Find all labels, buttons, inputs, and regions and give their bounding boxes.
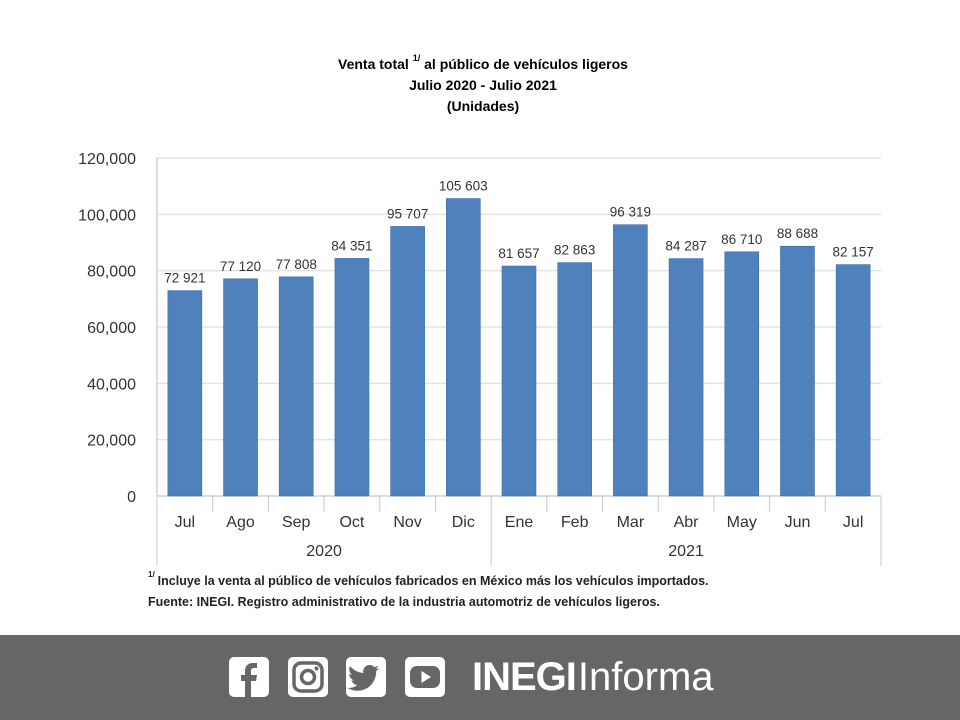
data-label: 77 808 [276, 257, 317, 272]
x-tick-label: Feb [561, 514, 589, 531]
chart-notes: 1/Incluye la venta al público de vehícul… [148, 571, 709, 613]
x-tick-label: Jun [785, 514, 811, 531]
bar-oct-3 [334, 258, 370, 497]
y-tick-label: 120,000 [78, 151, 136, 168]
year-group-label: 2020 [306, 543, 342, 560]
bar-dic-5 [446, 198, 481, 497]
footer-bar [0, 635, 960, 720]
x-tick-label: Abr [674, 514, 700, 531]
twitter-icon[interactable] [346, 657, 386, 697]
chart-title: Venta total 1/ al público de vehículos l… [0, 54, 960, 117]
bar-abr-9 [668, 258, 704, 497]
y-tick-label: 80,000 [87, 264, 136, 281]
data-label: 86 710 [721, 232, 762, 247]
y-tick-label: 60,000 [87, 320, 136, 337]
bar-sep-2 [278, 276, 314, 497]
youtube-icon[interactable] [405, 657, 445, 697]
x-tick-label: Oct [339, 514, 364, 531]
bar-ago-1 [223, 278, 258, 497]
y-tick-label: 0 [127, 489, 136, 506]
bar-chart: 0 20,000 40,000 60,000 80,000 100,000 120,000 7… [78, 151, 882, 566]
bar-ene-6 [501, 265, 537, 497]
data-label: 77 120 [220, 259, 261, 274]
x-tick-label: Ene [505, 514, 534, 531]
x-tick-label: Jul [175, 514, 195, 531]
x-tick-label: Nov [393, 514, 421, 531]
x-tick-label: Jul [843, 514, 863, 531]
data-label: 82 157 [833, 245, 874, 260]
footnote: 1/Incluye la venta al público de vehícul… [148, 570, 709, 589]
x-tick-label: Ago [226, 514, 255, 531]
x-tick-label: Mar [617, 514, 645, 531]
year-group-label: 2021 [668, 543, 704, 560]
facebook-icon[interactable] [229, 657, 269, 697]
bar-jul-12 [835, 264, 871, 497]
y-tick-label: 20,000 [87, 433, 136, 450]
title-line-2: Julio 2020 - Julio 2021 [409, 77, 557, 93]
y-tick-label: 100,000 [78, 207, 136, 224]
x-tick-label: Dic [452, 514, 475, 531]
bar-jun-11 [780, 245, 815, 497]
data-label: 84 351 [331, 238, 372, 253]
x-tick-label: Sep [282, 514, 311, 531]
bar-may-10 [724, 251, 760, 497]
y-tick-label: 40,000 [87, 376, 136, 393]
data-label: 72 921 [164, 271, 205, 286]
data-label: 81 657 [498, 246, 539, 261]
bar-mar-8 [613, 224, 648, 497]
title-line-1: Venta total 1/ al público de vehículos l… [338, 53, 628, 73]
bar-nov-4 [390, 226, 425, 497]
source-note: Fuente: INEGI. Registro administrativo d… [148, 595, 660, 609]
instagram-icon[interactable] [288, 657, 328, 697]
x-tick-label: May [727, 514, 757, 531]
data-label: 82 863 [554, 243, 595, 258]
data-label: 84 287 [665, 239, 706, 254]
data-label: 105 603 [439, 179, 488, 194]
data-label: 96 319 [610, 205, 651, 220]
title-line-3: (Unidades) [446, 98, 520, 114]
bar-feb-7 [557, 262, 592, 497]
bar-jul-0 [167, 290, 203, 497]
data-label: 95 707 [387, 206, 428, 221]
data-label: 88 688 [777, 226, 818, 241]
inegi-informa-logo[interactable]: INEGIInforma [472, 655, 714, 699]
